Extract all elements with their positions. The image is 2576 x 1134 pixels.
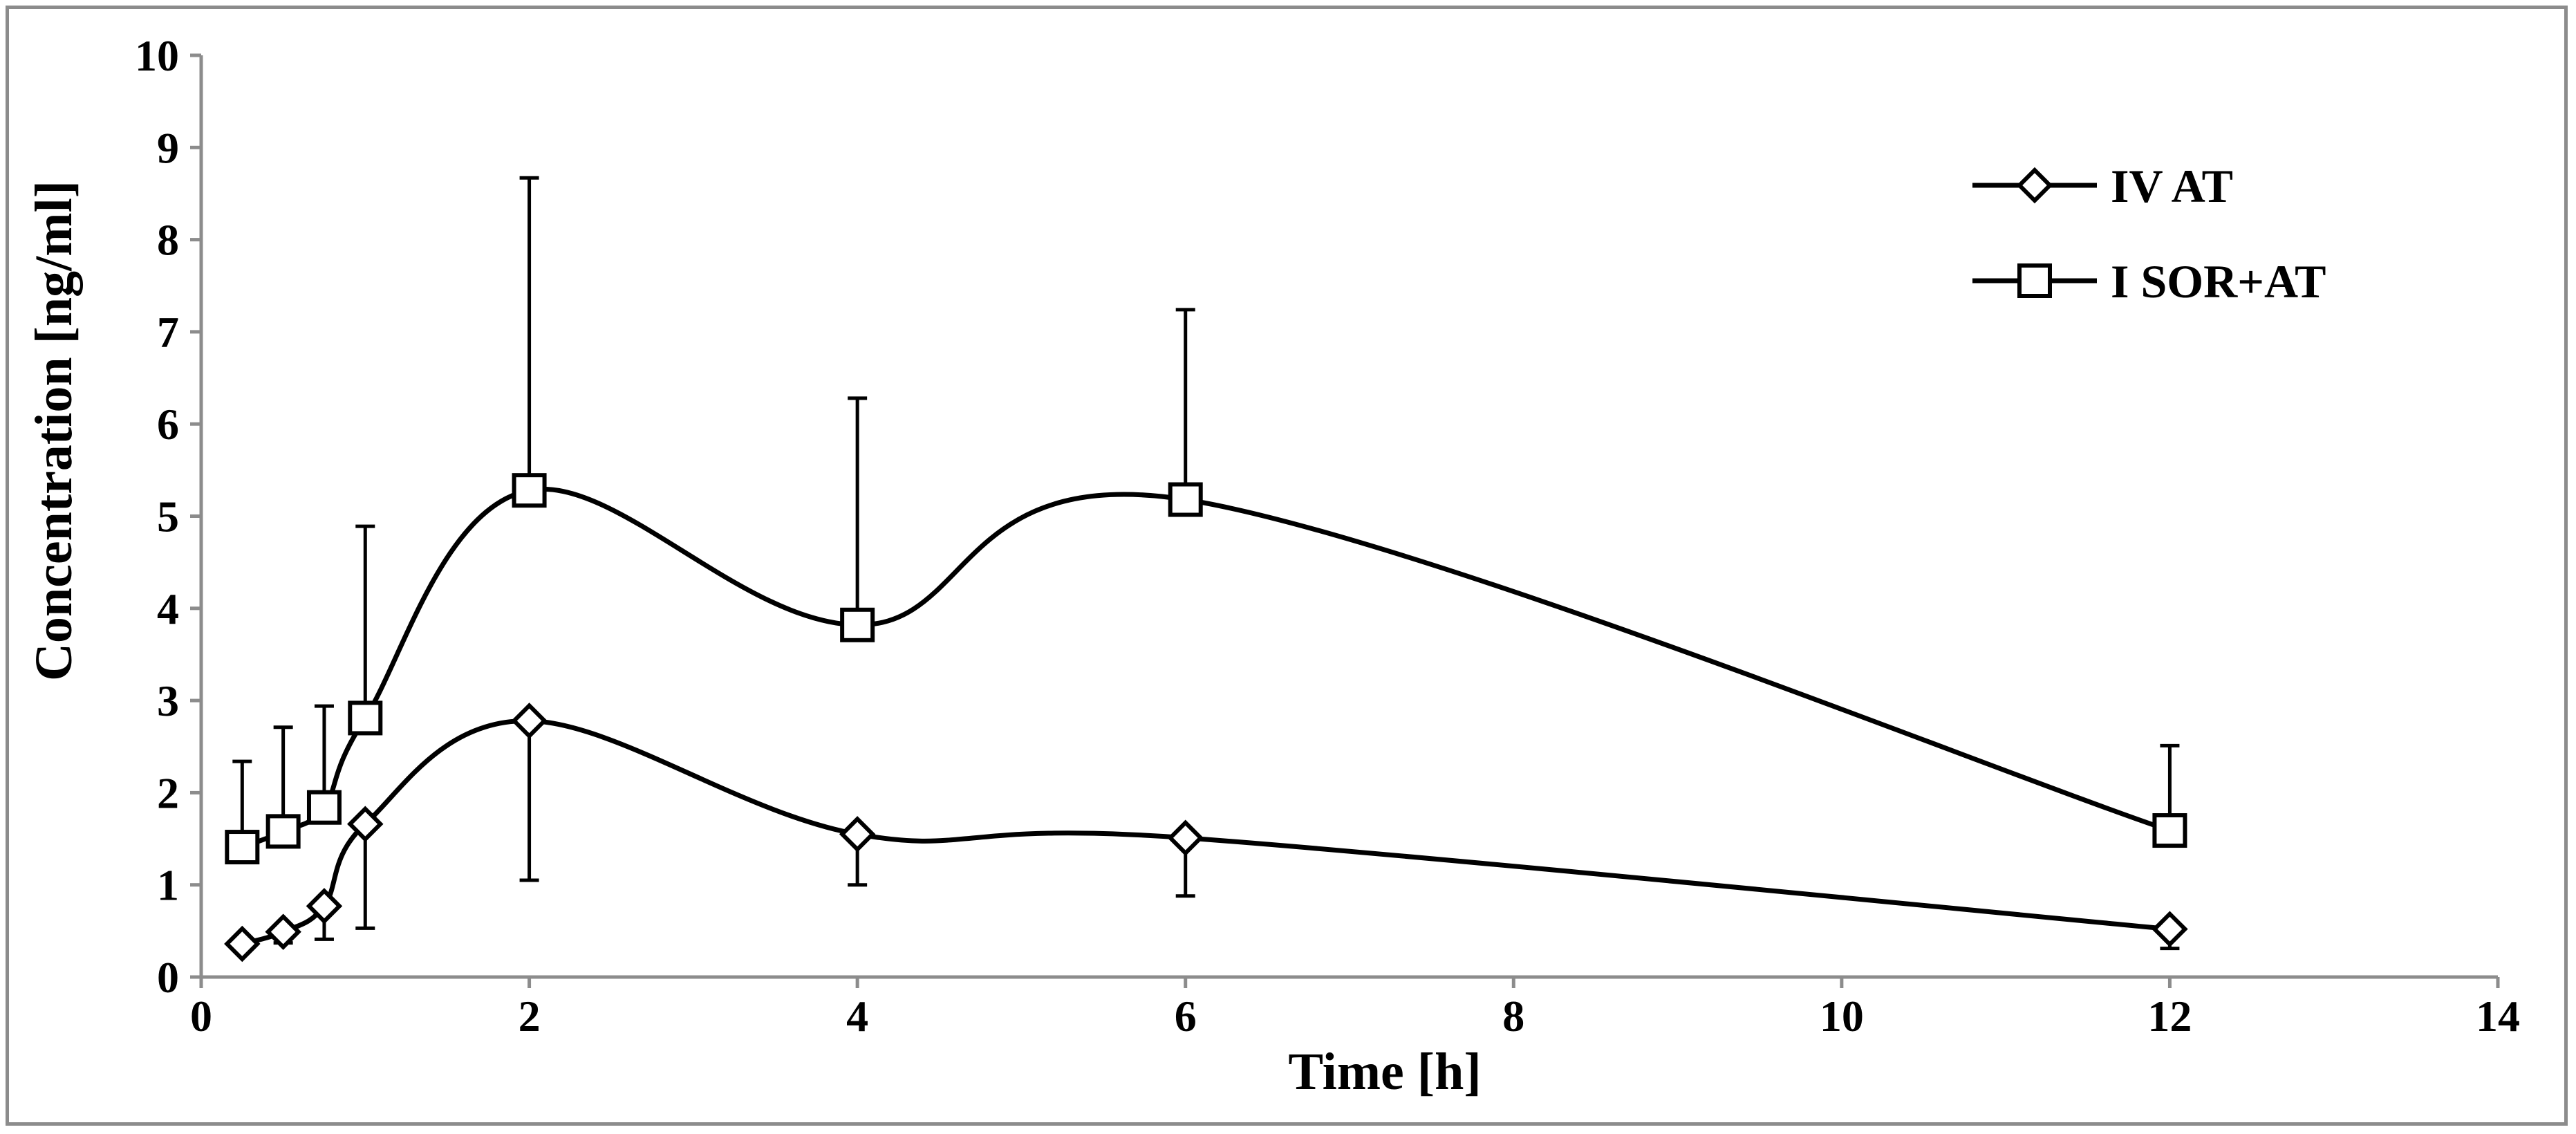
y-tick-label: 7 xyxy=(157,308,179,357)
data-point-i-sor-at xyxy=(2152,813,2187,848)
legend-marker-iv-at xyxy=(2016,167,2053,204)
x-tick-label: 10 xyxy=(1820,992,1864,1041)
series-line-i-sor-at xyxy=(241,486,2171,850)
legend-marker-i-sor-at xyxy=(2017,263,2052,298)
data-point-iv-at xyxy=(1167,819,1204,856)
x-tick-label: 14 xyxy=(2476,992,2520,1041)
legend: IV AT I SOR+AT xyxy=(1972,160,2326,308)
data-point-i-sor-at xyxy=(306,790,342,825)
y-tick-label: 1 xyxy=(157,861,179,910)
x-tick-label: 4 xyxy=(846,992,868,1041)
x-axis-title: Time [h] xyxy=(1288,1043,1481,1101)
y-tick-label: 9 xyxy=(157,123,179,172)
legend-label-i-sor-at: I SOR+AT xyxy=(2111,255,2326,308)
y-tick-label: 10 xyxy=(135,31,179,80)
y-tick-label: 3 xyxy=(157,676,179,725)
data-point-i-sor-at xyxy=(512,473,547,508)
series-markers xyxy=(224,473,2188,963)
data-point-iv-at xyxy=(839,816,876,853)
y-tick-label: 5 xyxy=(157,492,179,541)
x-tick-label: 6 xyxy=(1175,992,1197,1041)
x-tick-label: 12 xyxy=(2147,992,2192,1041)
series-lines xyxy=(241,486,2171,947)
data-point-i-sor-at xyxy=(840,607,875,642)
data-point-iv-at xyxy=(265,913,301,950)
y-tick-label: 8 xyxy=(157,216,179,265)
data-point-iv-at xyxy=(224,925,261,963)
data-point-iv-at xyxy=(511,703,548,739)
y-tick-label: 6 xyxy=(157,400,179,449)
error-bars xyxy=(232,176,2180,951)
data-point-iv-at xyxy=(347,806,384,842)
data-point-i-sor-at xyxy=(348,700,383,736)
axes xyxy=(190,53,2500,988)
y-tick-label: 0 xyxy=(157,953,179,1002)
series-line-iv-at xyxy=(241,718,2170,947)
chart-frame: 0 1 2 3 4 5 6 7 8 9 10 0 2 4 6 8 10 12 14 Concentration [n… xyxy=(6,6,2568,1126)
data-point-iv-at xyxy=(2152,911,2188,947)
x-tick-label: 0 xyxy=(190,992,212,1041)
x-tick-label: 2 xyxy=(519,992,541,1041)
x-tick-label: 8 xyxy=(1502,992,1524,1041)
data-point-i-sor-at xyxy=(225,830,260,865)
y-tick-label: 2 xyxy=(157,768,179,817)
data-point-i-sor-at xyxy=(1168,482,1203,517)
y-tick-label: 4 xyxy=(157,584,179,633)
y-axis-title: Concentration [ng/ml] xyxy=(25,180,83,681)
data-point-iv-at xyxy=(306,888,343,924)
data-point-i-sor-at xyxy=(265,814,301,849)
legend-label-iv-at: IV AT xyxy=(2111,160,2233,212)
